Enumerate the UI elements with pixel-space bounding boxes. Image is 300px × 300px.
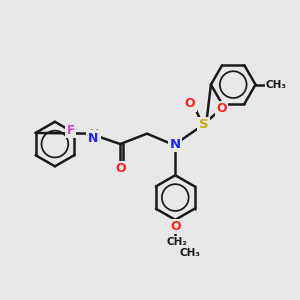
Text: H: H (90, 129, 100, 139)
Text: N: N (87, 132, 98, 145)
Text: CH₃: CH₃ (180, 248, 201, 257)
Text: O: O (115, 162, 126, 175)
Text: S: S (199, 118, 208, 131)
Text: CH₂: CH₂ (166, 236, 187, 247)
Text: O: O (170, 220, 181, 233)
Text: O: O (185, 98, 195, 110)
Text: O: O (216, 102, 226, 115)
Text: N: N (170, 138, 181, 151)
Text: F: F (67, 124, 75, 137)
Text: CH₃: CH₃ (266, 80, 287, 90)
